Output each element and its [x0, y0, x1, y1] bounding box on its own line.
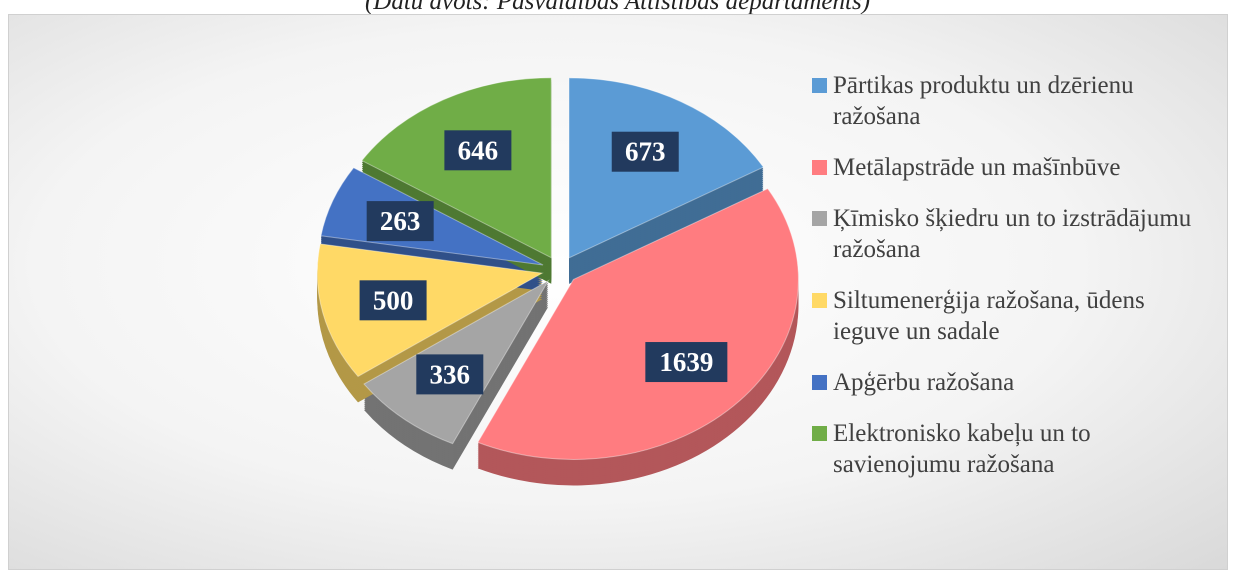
legend-item: Elektronisko kabeļu un to savienojumu ra… [812, 418, 1212, 480]
legend: Pārtikas produktu un dzērienu ražošana Me… [812, 70, 1212, 500]
legend-label: Siltumenerģija ražošana, ūdens ieguve un… [833, 287, 1145, 345]
slice [477, 188, 799, 460]
legend-item: Ķīmisko šķiedru un to izstrādājumu ražoš… [812, 203, 1212, 265]
legend-swatch [812, 293, 827, 308]
legend-swatch [812, 160, 827, 175]
legend-swatch [812, 375, 827, 390]
data-label: 673 [625, 137, 666, 167]
data-label: 646 [458, 135, 499, 165]
chart-subtitle: (Datu avots: Pasvaldības Attīstības depa… [364, 0, 871, 15]
data-label-box [366, 201, 434, 242]
legend-item: Apģērbu ražošana [812, 367, 1212, 398]
legend-swatch [812, 426, 827, 441]
legend-item: Pārtikas produktu un dzērienu ražošana [812, 70, 1212, 132]
pie: 673 1639 336 500 263 646 [316, 77, 799, 486]
legend-label: Apģērbu ražošana [833, 369, 1015, 396]
slice [316, 243, 544, 378]
data-label: 500 [373, 285, 414, 315]
data-label: 336 [430, 359, 471, 389]
data-label-box [359, 280, 427, 321]
legend-swatch [812, 211, 827, 226]
data-label: 263 [380, 206, 421, 236]
legend-item: Metālapstrāde un mašīnbūve [812, 152, 1212, 183]
data-label: 1639 [659, 347, 713, 377]
legend-label: Ķīmisko šķiedru un to izstrādājumu ražoš… [833, 205, 1192, 263]
legend-label: Pārtikas produktu un dzērienu ražošana [833, 72, 1134, 130]
data-label-box [416, 354, 484, 395]
data-label-box [611, 131, 679, 172]
legend-item: Siltumenerģija ražošana, ūdens ieguve un… [812, 285, 1212, 347]
data-label-box [645, 342, 728, 383]
legend-swatch [812, 78, 827, 93]
data-label-box [444, 130, 512, 171]
legend-label: Metālapstrāde un mašīnbūve [833, 154, 1121, 181]
legend-label: Elektronisko kabeļu un to savienojumu ra… [833, 420, 1091, 478]
